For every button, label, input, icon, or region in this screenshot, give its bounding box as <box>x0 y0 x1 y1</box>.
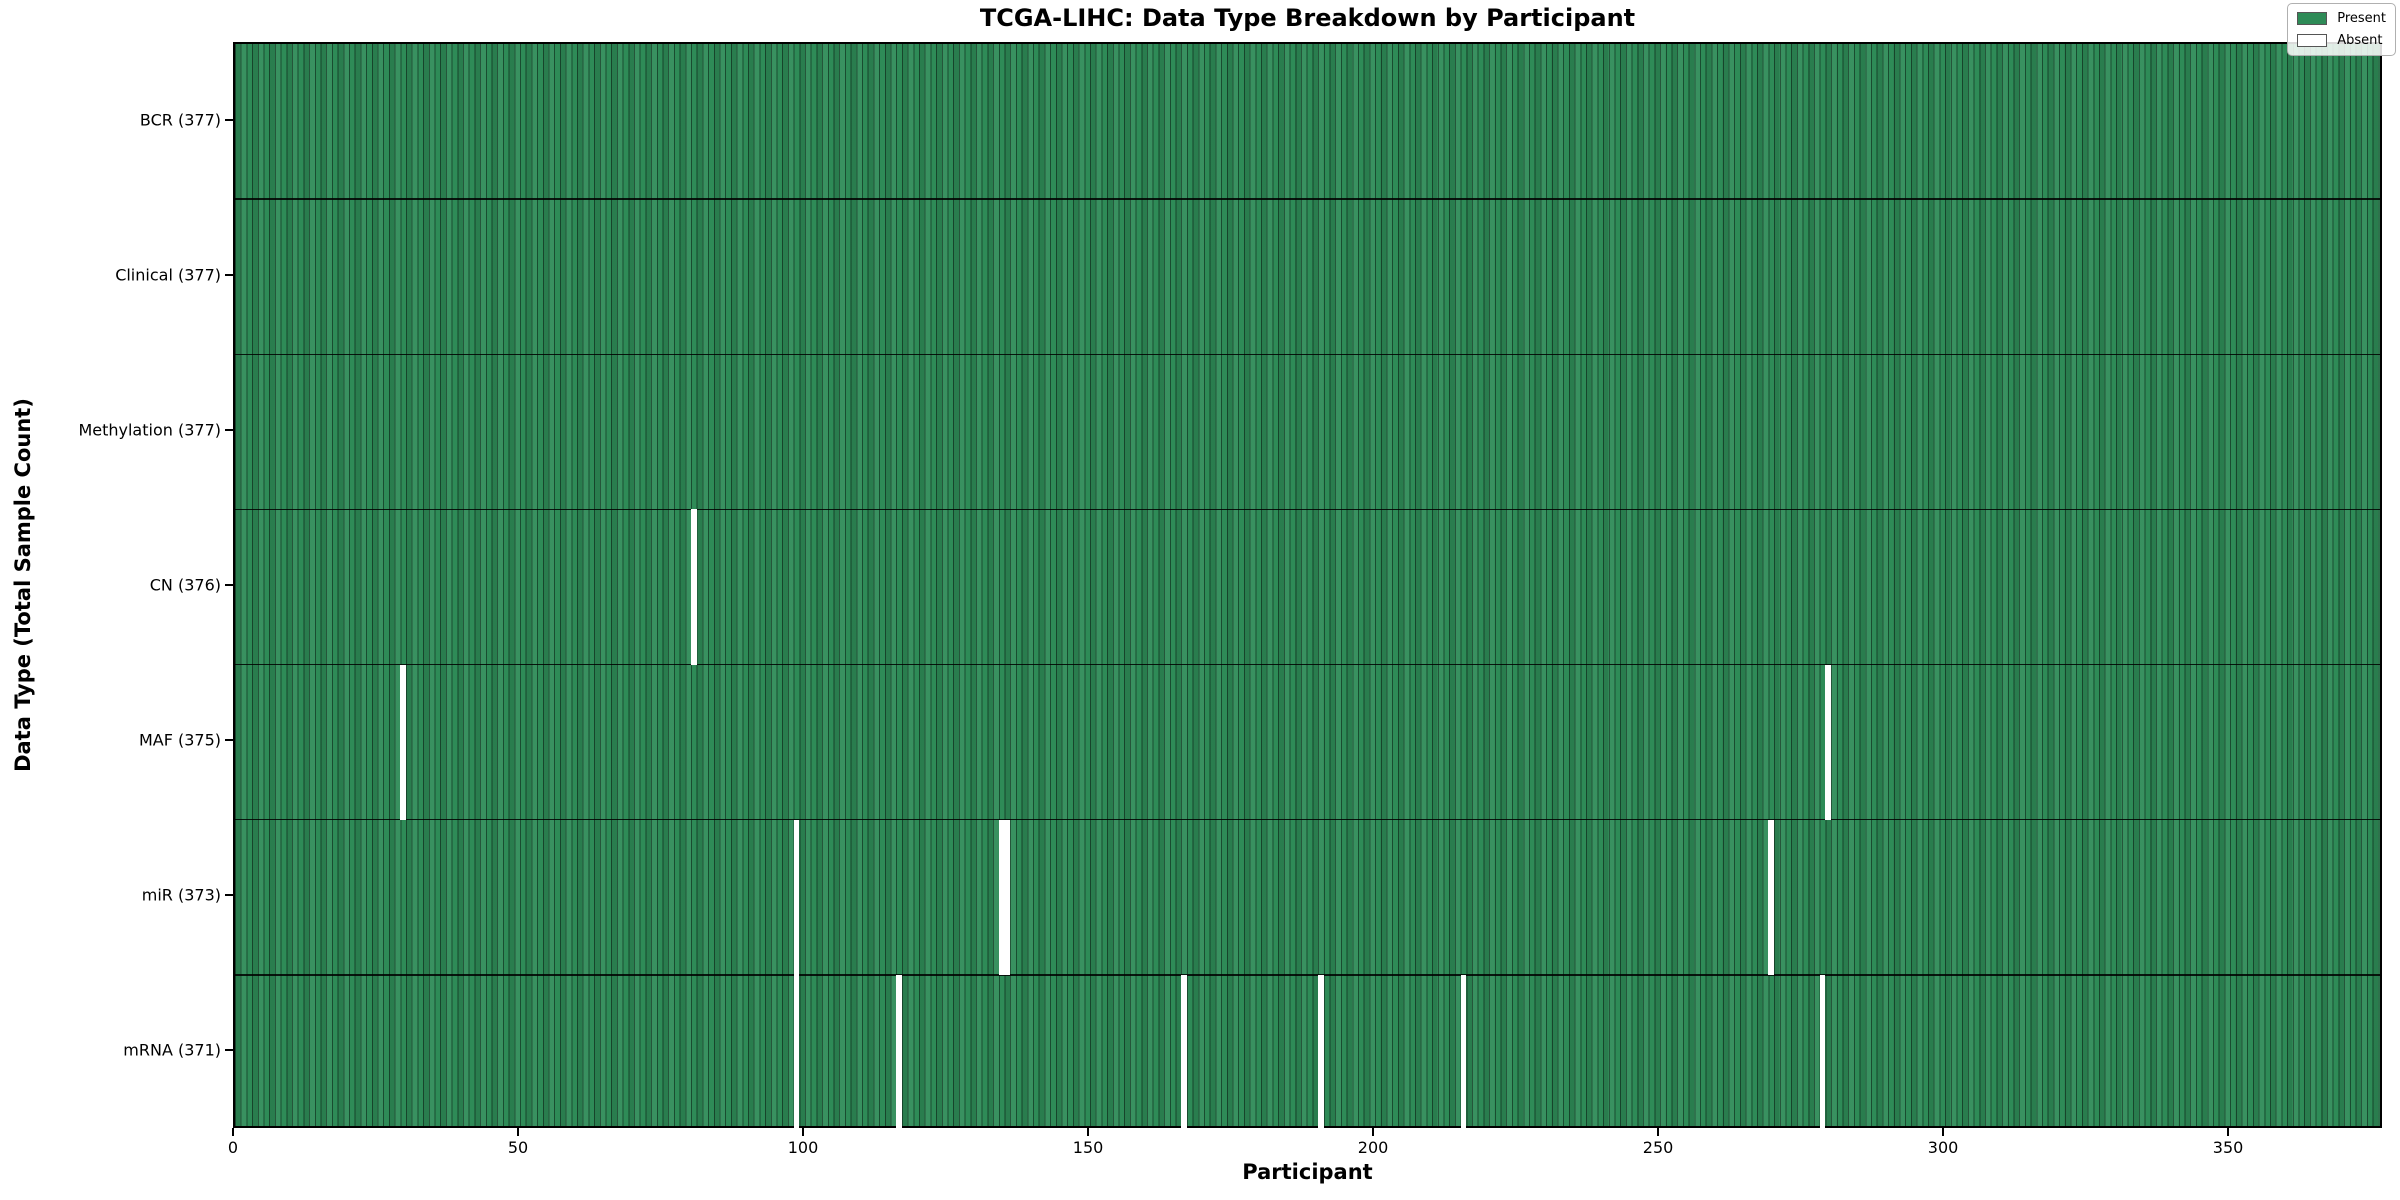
xtick-mark <box>517 1128 519 1136</box>
ytick-label-Methylation: Methylation (377) <box>78 420 221 440</box>
legend: Present Absent <box>2287 3 2396 56</box>
xtick-mark <box>2227 1128 2230 1136</box>
absent-bar-MAF-29 <box>400 664 406 820</box>
ytick-label-BCR: BCR (377) <box>139 110 221 130</box>
y-axis-label: Data Type (Total Sample Count) <box>11 398 35 772</box>
xtick-mark <box>1372 1128 1375 1136</box>
absent-bar-MAF-279 <box>1825 664 1832 820</box>
xtick-label-350: 350 <box>2212 1138 2244 1157</box>
xtick-mark <box>1087 1128 1090 1136</box>
xtick-label-50: 50 <box>507 1138 529 1157</box>
ytick-label-MAF: MAF (375) <box>138 730 221 750</box>
legend-swatch-absent <box>2297 34 2328 47</box>
row-separator <box>235 508 2380 511</box>
plot-area <box>233 42 2382 1130</box>
xtick-label-150: 150 <box>1072 1138 1104 1157</box>
ytick-label-Clinical: Clinical (377) <box>115 265 221 285</box>
absent-bar-miR-269 <box>1768 819 1775 975</box>
ytick-mark <box>225 739 233 742</box>
ytick-mark <box>225 428 233 431</box>
absent-bar-miR-135 <box>1004 819 1011 975</box>
ytick-mark <box>225 894 233 897</box>
legend-label: Absent <box>2337 33 2383 48</box>
ytick-label-CN: CN (376) <box>149 575 221 595</box>
legend-swatch-present <box>2297 12 2328 25</box>
xtick-mark <box>1657 1128 1660 1136</box>
absent-bar-mRNA-278 <box>1819 974 1826 1130</box>
absent-bar-mRNA-190 <box>1318 974 1324 1130</box>
xtick-label-100: 100 <box>787 1138 819 1157</box>
x-axis-label: Participant <box>1242 1160 1373 1184</box>
ytick-mark <box>225 584 233 586</box>
xtick-mark <box>232 1128 234 1136</box>
chart-title: TCGA-LIHC: Data Type Breakdown by Partic… <box>979 4 1636 32</box>
row-separator <box>235 974 2380 976</box>
xtick-label-300: 300 <box>1927 1138 1959 1157</box>
absent-bar-mRNA-116 <box>896 974 902 1130</box>
absent-bar-mRNA-98 <box>793 974 800 1130</box>
row-separator <box>235 353 2380 356</box>
ytick-mark <box>225 273 233 276</box>
ytick-label-miR: miR (373) <box>141 885 221 905</box>
absent-bar-CN-80 <box>691 509 697 665</box>
legend-item-absent: Absent <box>2297 33 2386 48</box>
ytick-mark <box>225 1049 233 1052</box>
absent-bar-miR-98 <box>793 819 800 975</box>
legend-label: Present <box>2337 11 2386 26</box>
legend-item-present: Present <box>2297 11 2386 26</box>
ytick-label-mRNA: mRNA (371) <box>123 1040 221 1060</box>
xtick-label-250: 250 <box>1642 1138 1674 1157</box>
absent-bar-mRNA-215 <box>1460 974 1467 1130</box>
xtick-label-0: 0 <box>227 1138 239 1157</box>
row-separator <box>235 818 2380 821</box>
absent-bar-mRNA-166 <box>1181 974 1187 1130</box>
xtick-mark <box>1942 1128 1945 1136</box>
ytick-mark <box>225 118 233 121</box>
row-separator <box>235 198 2380 200</box>
xtick-mark <box>802 1128 805 1136</box>
absent-bar-miR-134 <box>998 819 1005 975</box>
xtick-label-200: 200 <box>1357 1138 1389 1157</box>
row-separator <box>235 663 2380 666</box>
